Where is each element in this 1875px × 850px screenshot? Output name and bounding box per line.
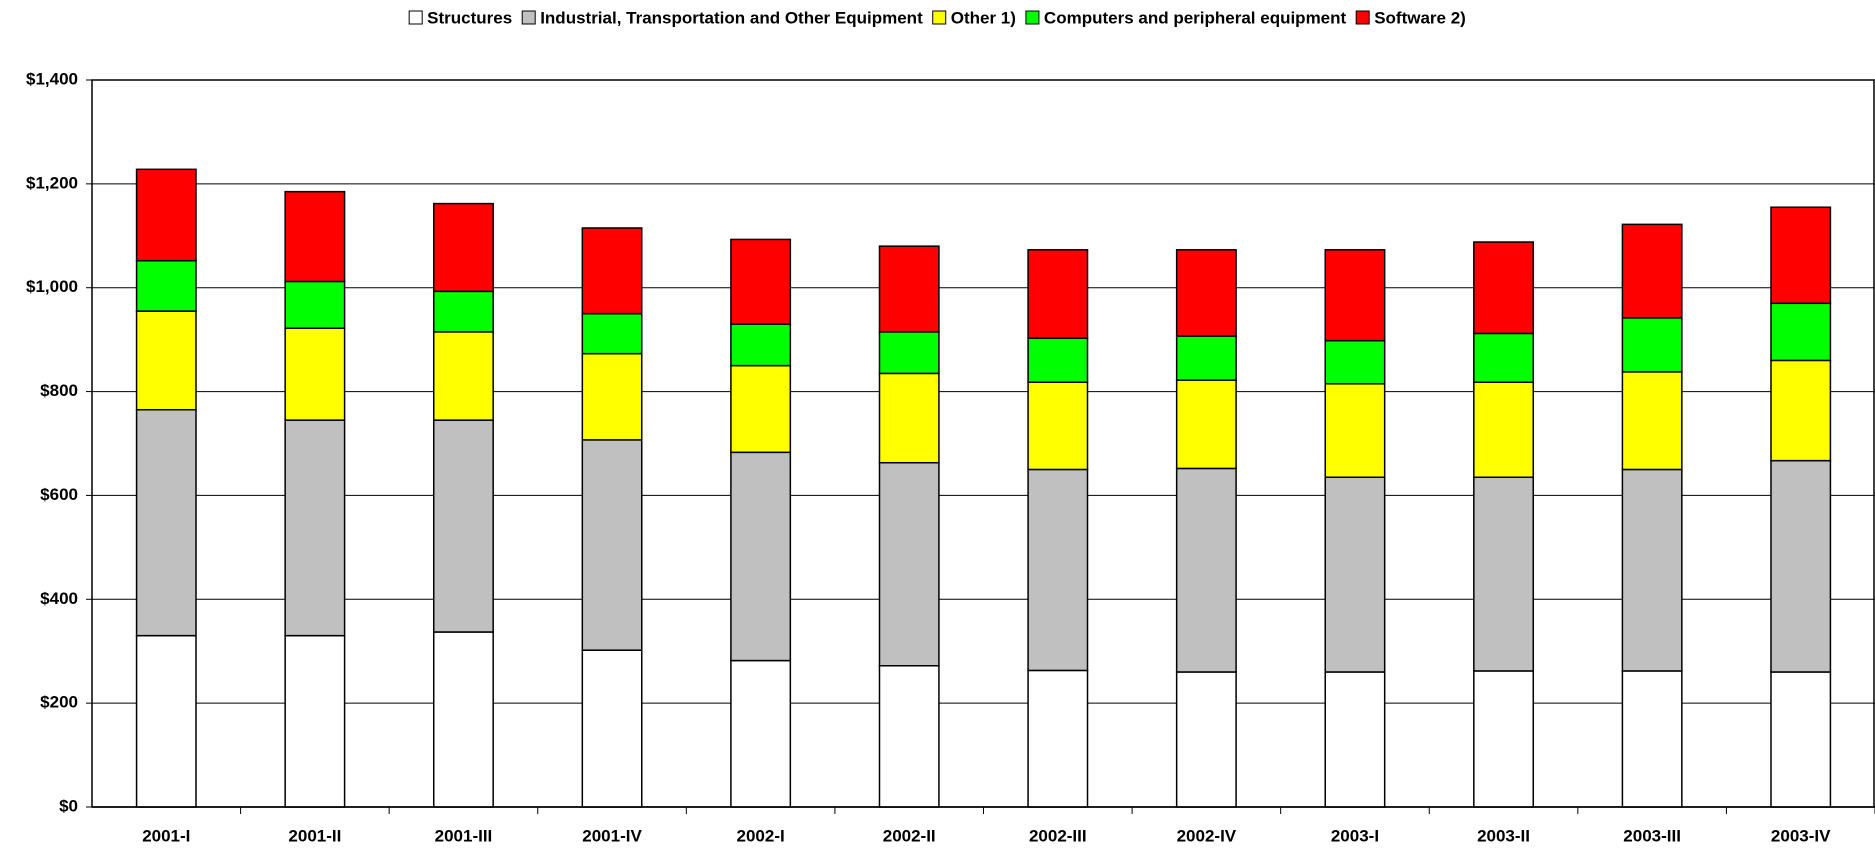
bar-segment (284, 190, 346, 283)
bar-segment (135, 259, 197, 312)
legend-swatch (521, 10, 536, 25)
bar-segment (135, 634, 197, 808)
bar-segment (878, 331, 940, 375)
bar-segment (1027, 337, 1089, 383)
bar-segment (730, 238, 792, 325)
plot-frame (91, 79, 1875, 808)
legend-label: Structures (427, 8, 512, 27)
bar-segment (878, 461, 940, 667)
bar-segment (1027, 249, 1089, 339)
bar-segment (1027, 381, 1089, 471)
bar-segment (135, 310, 197, 411)
bar-segment (581, 312, 643, 355)
bar-segment (1175, 671, 1237, 808)
bar-segment (730, 451, 792, 662)
bar-segment (1175, 335, 1237, 381)
bar-segment (1621, 371, 1683, 471)
bar-segment (1324, 476, 1386, 673)
bar-segment (878, 665, 940, 808)
bar-segment (432, 202, 494, 293)
bar-segment (1621, 223, 1683, 319)
legend-swatch (932, 10, 947, 25)
bar-segment (730, 659, 792, 808)
bar-segment (135, 168, 197, 262)
bar-segment (581, 227, 643, 315)
bar-segment (1324, 383, 1386, 479)
x-tick-label: 2003-II (1477, 826, 1530, 845)
bar-segment (1473, 381, 1535, 479)
legend-label: Software 2) (1374, 8, 1466, 27)
bar-segment (432, 631, 494, 808)
bar-segment (1175, 467, 1237, 673)
bar-segment (1770, 359, 1832, 462)
bar-segment (878, 245, 940, 333)
bar-segment (1324, 339, 1386, 385)
x-tick-label: 2001-III (435, 826, 493, 845)
y-tick-label: $200 (40, 693, 78, 712)
y-tick-label: $1,400 (26, 69, 78, 88)
bar-segment (1621, 317, 1683, 373)
y-tick-label: $1,000 (26, 277, 78, 296)
bar-segment (432, 290, 494, 333)
bar-segment (581, 439, 643, 651)
bar-segment (432, 419, 494, 633)
x-tick-label: 2001-I (142, 826, 190, 845)
x-tick-label: 2002-III (1029, 826, 1087, 845)
x-tick-label: 2001-II (288, 826, 341, 845)
x-tick-label: 2003-I (1331, 826, 1379, 845)
y-tick-label: $400 (40, 589, 78, 608)
bar-segment (284, 419, 346, 637)
bar-segment (581, 649, 643, 808)
bar-segment (1473, 332, 1535, 383)
y-tick-label: $1,200 (26, 173, 78, 192)
x-tick-label: 2001-IV (582, 826, 642, 845)
y-tick-label: $0 (59, 796, 78, 815)
y-tick-label: $800 (40, 381, 78, 400)
legend-swatch (1025, 10, 1040, 25)
x-tick-label: 2002-II (883, 826, 936, 845)
bar-segment (1027, 669, 1089, 808)
bar-segment (432, 331, 494, 421)
bar-segment (1770, 671, 1832, 808)
bar-segment (878, 372, 940, 464)
bar-segment (1324, 671, 1386, 808)
bar-segment (1027, 468, 1089, 672)
legend-label: Industrial, Transportation and Other Equ… (540, 8, 923, 27)
bar-segment (1770, 206, 1832, 305)
x-tick-label: 2002-IV (1177, 826, 1237, 845)
bar-segment (1175, 249, 1237, 337)
legend-swatch (1355, 10, 1370, 25)
bar-segment (1770, 302, 1832, 362)
legend: Structures Industrial, Transportation and… (408, 8, 1466, 27)
bar-segment (1621, 468, 1683, 672)
bar-segment (284, 280, 346, 329)
bar-segment (284, 634, 346, 808)
y-tick-label: $600 (40, 485, 78, 504)
bar-segment (730, 364, 792, 454)
bar-segment (1621, 670, 1683, 808)
bar-segment (1324, 249, 1386, 342)
bar-segment (1175, 379, 1237, 470)
legend-label: Other 1) (951, 8, 1016, 27)
bar-segment (730, 323, 792, 367)
bar-segment (1473, 476, 1535, 672)
bar-segment (284, 327, 346, 421)
legend-label: Computers and peripheral equipment (1044, 8, 1347, 27)
x-tick-label: 2003-IV (1771, 826, 1831, 845)
bar-segment (135, 408, 197, 637)
x-tick-label: 2003-III (1623, 826, 1681, 845)
legend-swatch (408, 10, 423, 25)
bar-segment (581, 352, 643, 441)
x-tick-label: 2002-I (737, 826, 785, 845)
bar-segment (1473, 241, 1535, 335)
bar-segment (1770, 459, 1832, 673)
bar-segment (1473, 670, 1535, 808)
